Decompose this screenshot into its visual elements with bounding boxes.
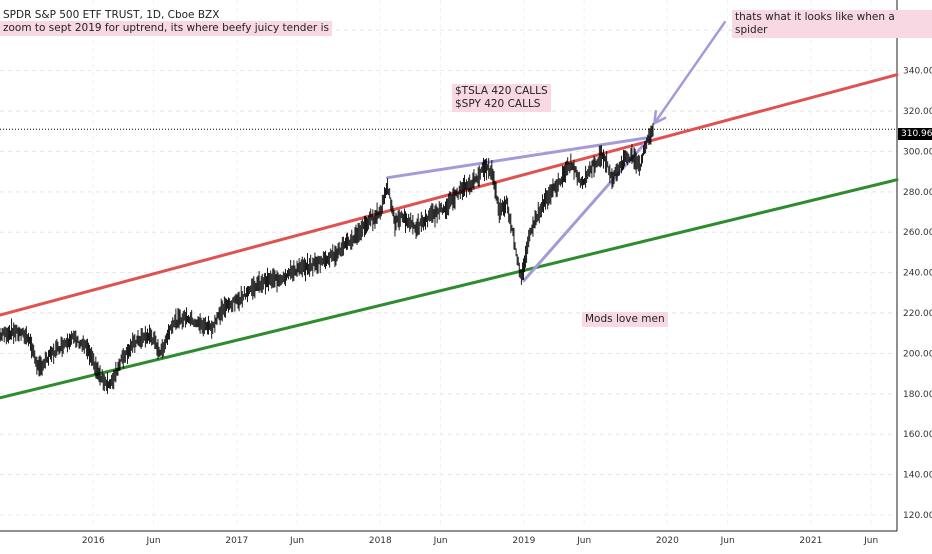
x-tick-label: 2017 bbox=[225, 536, 248, 546]
x-tick-label: Jun bbox=[146, 536, 161, 546]
trendline-arrow bbox=[653, 20, 727, 125]
y-tick-label: 340.00 bbox=[903, 67, 932, 77]
y-tick-label: 160.00 bbox=[903, 430, 932, 440]
y-tick-label: 280.00 bbox=[903, 188, 932, 198]
x-tick-label: 2019 bbox=[512, 536, 535, 546]
chart-title: SPDR S&P 500 ETF TRUST, 1D, Cboe BZX bbox=[3, 9, 220, 21]
x-tick-label: Jun bbox=[863, 536, 878, 546]
calls-note: $TSLA 420 CALLS $SPY 420 CALLS bbox=[452, 84, 551, 112]
spider-note: thats what it looks like when a spider bbox=[732, 10, 932, 38]
x-tick-label: 2021 bbox=[799, 536, 822, 546]
x-tick-label: Jun bbox=[289, 536, 304, 546]
arrow-head bbox=[652, 109, 667, 126]
y-tick-label: 140.00 bbox=[903, 471, 932, 481]
last-price-label: 310.96 bbox=[898, 128, 932, 140]
x-tick-label: 2018 bbox=[369, 536, 392, 546]
y-tick-label: 260.00 bbox=[903, 228, 932, 238]
x-tick-label: Jun bbox=[576, 536, 591, 546]
y-tick-label: 240.00 bbox=[903, 269, 932, 279]
y-tick-label: 300.00 bbox=[903, 147, 932, 157]
y-tick-label: 220.00 bbox=[903, 309, 932, 319]
mods-note: Mods love men bbox=[582, 312, 668, 327]
zoom-note: zoom to sept 2019 for uptrend, its where… bbox=[0, 21, 332, 36]
y-tick-label: 180.00 bbox=[903, 390, 932, 400]
y-tick-label: 320.00 bbox=[903, 107, 932, 117]
x-tick-label: Jun bbox=[720, 536, 735, 546]
x-tick-label: Jun bbox=[433, 536, 448, 546]
x-tick-label: 2016 bbox=[82, 536, 105, 546]
trendline-wedge-top bbox=[386, 135, 652, 180]
y-tick-label: 200.00 bbox=[903, 349, 932, 359]
x-tick-label: 2020 bbox=[656, 536, 679, 546]
y-tick-label: 120.00 bbox=[903, 511, 932, 521]
trendline-lower-green bbox=[0, 178, 899, 400]
